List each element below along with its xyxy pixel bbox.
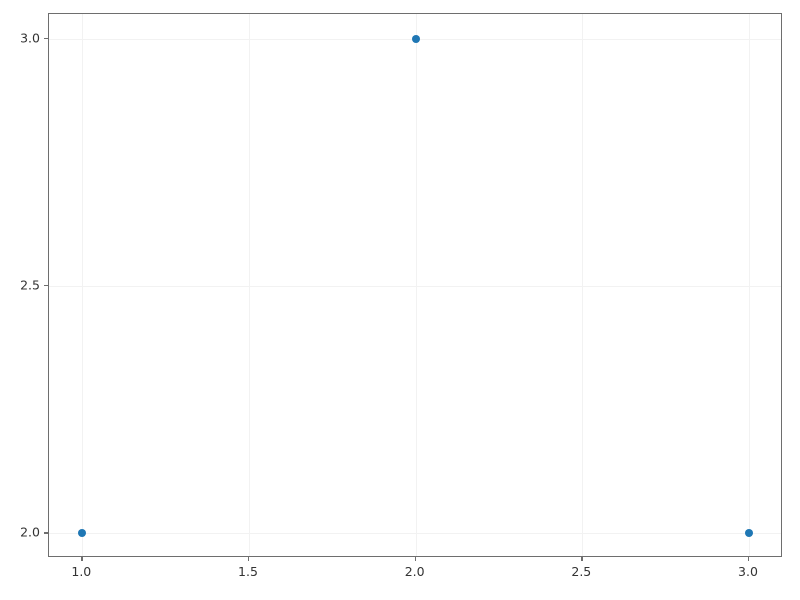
x-tick-mark: [748, 557, 750, 561]
y-tick-label: 2.0: [20, 524, 40, 540]
gridline-vertical: [249, 14, 250, 556]
x-tick-mark: [414, 557, 416, 561]
plot-axes-area: [48, 13, 782, 557]
gridline-vertical: [749, 14, 750, 556]
x-tick-label: 3.0: [738, 564, 758, 579]
x-tick-label: 2.5: [571, 564, 592, 579]
y-tick-mark: [44, 285, 48, 287]
y-tick-label: 3.0: [20, 30, 40, 46]
x-tick-label: 1.0: [71, 564, 92, 579]
y-tick-label: 2.5: [20, 277, 40, 293]
data-point: [78, 529, 87, 538]
x-tick-mark: [248, 557, 250, 561]
x-tick-mark: [81, 557, 83, 561]
gridline-vertical: [415, 14, 417, 556]
gridline-horizontal: [49, 533, 781, 535]
data-point: [411, 34, 420, 43]
x-tick-mark: [581, 557, 583, 561]
gridline-vertical: [582, 14, 584, 556]
x-tick-label: 2.0: [404, 564, 425, 579]
gridline-horizontal: [49, 286, 781, 287]
data-point: [745, 529, 753, 538]
y-tick-mark: [44, 37, 48, 39]
gridline-vertical: [82, 14, 84, 556]
y-tick-mark: [44, 532, 48, 534]
x-tick-label: 1.5: [238, 564, 258, 579]
